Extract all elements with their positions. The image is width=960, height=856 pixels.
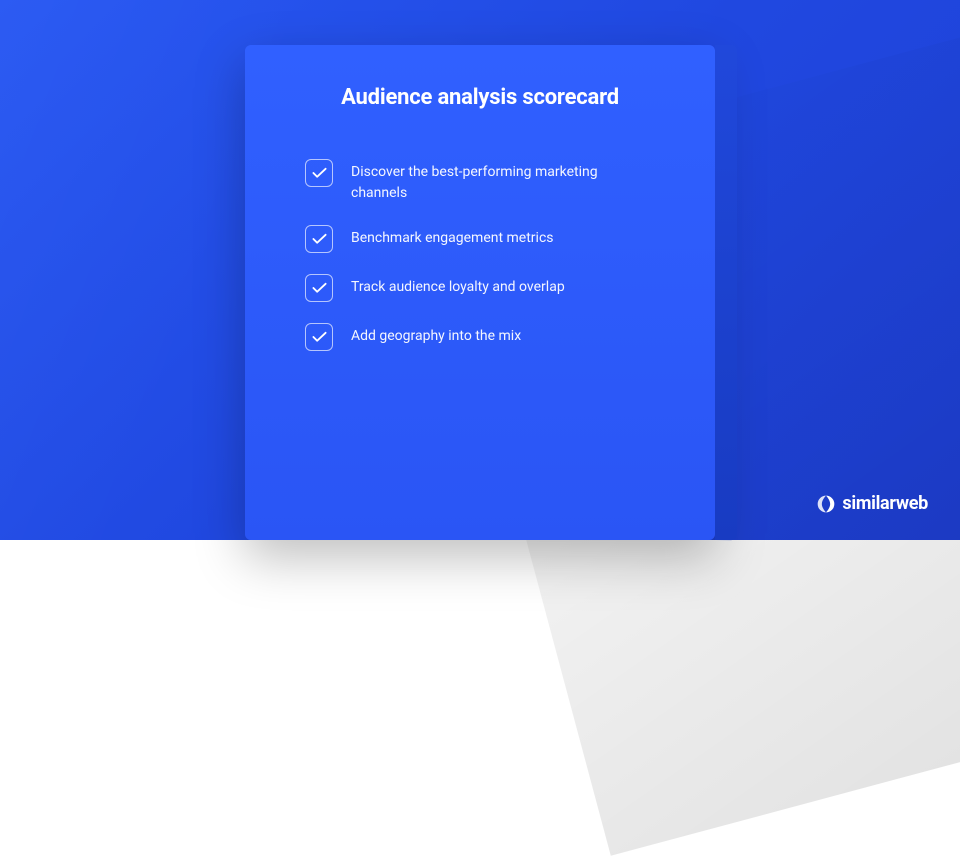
checklist: Discover the best-performing marketing c… xyxy=(295,158,665,351)
checkbox-icon xyxy=(305,323,333,351)
checkbox-icon xyxy=(305,274,333,302)
check-label: Track audience loyalty and overlap xyxy=(351,273,565,298)
check-item: Track audience loyalty and overlap xyxy=(305,273,655,302)
check-item: Discover the best-performing marketing c… xyxy=(305,158,655,204)
checkbox-icon xyxy=(305,159,333,187)
card-title: Audience analysis scorecard xyxy=(295,85,665,110)
check-label: Add geography into the mix xyxy=(351,322,521,347)
brand-mark-icon xyxy=(816,494,836,514)
card-3d-edge xyxy=(715,45,737,540)
brand-logo: similarweb xyxy=(816,493,928,514)
checkbox-icon xyxy=(305,225,333,253)
check-item: Benchmark engagement metrics xyxy=(305,224,655,253)
check-item: Add geography into the mix xyxy=(305,322,655,351)
card-front: Audience analysis scorecard Discover the… xyxy=(245,45,715,540)
check-label: Discover the best-performing marketing c… xyxy=(351,158,631,204)
brand-name: similarweb xyxy=(842,493,928,514)
scorecard-card: Audience analysis scorecard Discover the… xyxy=(245,45,715,540)
check-label: Benchmark engagement metrics xyxy=(351,224,554,249)
